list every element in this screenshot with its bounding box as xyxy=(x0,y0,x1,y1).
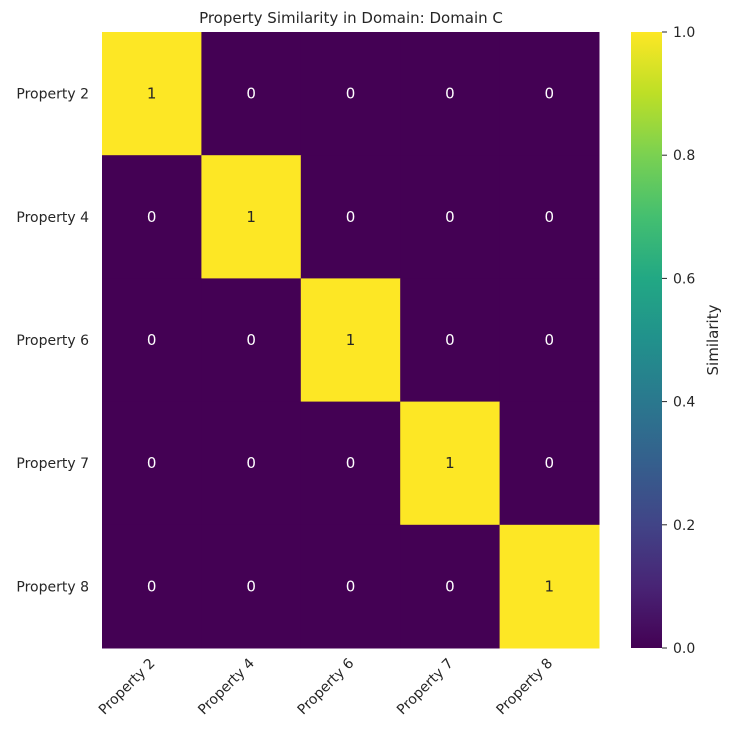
x-tick-label: Property 6 xyxy=(295,655,358,718)
cell-value-label: 0 xyxy=(445,208,455,226)
cell-value-label: 1 xyxy=(147,85,157,103)
cell-value-label: 0 xyxy=(445,577,455,595)
heatmap-cell xyxy=(102,155,202,279)
y-tick-label: Property 8 xyxy=(16,579,89,595)
colorbar-tick-label: 1.0 xyxy=(673,25,695,41)
x-tick-label: Property 8 xyxy=(493,656,556,719)
heatmap-cell xyxy=(300,155,401,279)
cell-value-label: 1 xyxy=(346,331,356,349)
cell-value-label: 0 xyxy=(346,208,356,226)
y-tick-label: Property 2 xyxy=(16,87,89,103)
heatmap-cell xyxy=(499,278,600,403)
heatmap-cell xyxy=(102,278,202,403)
heatmap-cell xyxy=(499,524,600,649)
heatmap-cell xyxy=(201,278,302,403)
cell-value-label: 0 xyxy=(445,85,455,103)
y-tick-label: Property 7 xyxy=(16,456,89,472)
heatmap-cell xyxy=(201,524,302,649)
y-axis-tick-labels: Property 2 Property 4 Property 6 Property 7… xyxy=(16,87,89,596)
heatmap-cell xyxy=(400,401,501,526)
heatmap-cell xyxy=(400,32,501,156)
heatmap-cell xyxy=(400,155,501,279)
y-tick-label: Property 4 xyxy=(16,210,89,226)
cell-value-label: 0 xyxy=(246,331,256,349)
colorbar-tick-label: 0.2 xyxy=(673,518,695,534)
cell-value-label: 0 xyxy=(246,577,256,595)
cell-value-label: 0 xyxy=(545,454,555,472)
cell-value-label: 0 xyxy=(147,454,157,472)
heatmap-cell xyxy=(499,401,600,526)
x-axis-tick-labels: Property 2 Property 4 Property 6 Property 7… xyxy=(96,655,556,718)
heatmap-cell xyxy=(300,278,401,403)
heatmap-cell xyxy=(300,524,401,649)
cell-value-label: 0 xyxy=(246,85,256,103)
heatmap-cell xyxy=(300,401,401,526)
heatmap-cell xyxy=(300,32,401,156)
heatmap-cell xyxy=(201,155,302,279)
cell-value-label: 0 xyxy=(147,577,157,595)
colorbar-ticks: 0.0 0.2 0.4 0.6 0.8 1.0 xyxy=(662,25,695,657)
heatmap-cells: 1 0 0 0 0 0 1 0 0 0 0 0 1 0 0 0 0 0 1 0 0 0 0 0 1 xyxy=(102,32,600,649)
cell-value-label: 1 xyxy=(545,577,555,595)
x-tick-label: Property 7 xyxy=(394,656,457,719)
colorbar xyxy=(631,32,662,648)
heatmap-cell xyxy=(102,524,202,649)
cell-value-label: 0 xyxy=(545,331,555,349)
colorbar-tick-label: 0.8 xyxy=(673,148,695,164)
x-tick-label: Property 2 xyxy=(96,656,159,719)
cell-value-label: 1 xyxy=(445,454,455,472)
cell-value-label: 0 xyxy=(346,454,356,472)
heatmap-cell xyxy=(400,524,501,649)
cell-value-label: 0 xyxy=(346,577,356,595)
colorbar-label: Similarity xyxy=(704,304,722,375)
colorbar-tick-label: 0.4 xyxy=(673,395,695,411)
cell-value-label: 0 xyxy=(545,208,555,226)
colorbar-tick-label: 0.0 xyxy=(673,641,695,657)
heatmap-cell xyxy=(400,278,501,403)
cell-value-label: 0 xyxy=(246,454,256,472)
x-tick-label: Property 4 xyxy=(195,655,258,718)
heatmap-cell xyxy=(201,401,302,526)
chart-title: Property Similarity in Domain: Domain C xyxy=(199,9,503,27)
cell-value-label: 0 xyxy=(147,331,157,349)
cell-value-label: 0 xyxy=(147,208,157,226)
colorbar-tick-label: 0.6 xyxy=(673,271,695,287)
cell-value-label: 0 xyxy=(346,85,356,103)
heatmap-cell xyxy=(102,401,202,526)
cell-value-label: 0 xyxy=(445,331,455,349)
heatmap-cell xyxy=(201,32,302,156)
heatmap-cell xyxy=(499,32,600,156)
y-tick-label: Property 6 xyxy=(16,333,89,349)
heatmap-cell xyxy=(499,155,600,279)
heatmap-cell xyxy=(102,32,202,156)
cell-value-label: 0 xyxy=(545,85,555,103)
cell-value-label: 1 xyxy=(246,208,256,226)
